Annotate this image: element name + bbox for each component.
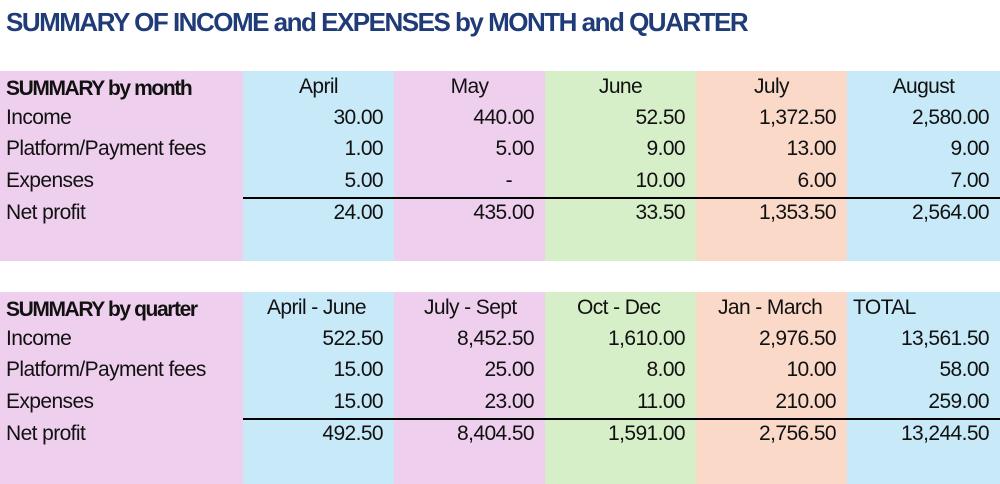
- table-cell: 1.00: [344, 137, 384, 160]
- column-header: Jan - March: [718, 296, 823, 319]
- table-cell: 58.00: [939, 358, 989, 381]
- row-label: Expenses: [6, 169, 94, 192]
- table-cell: 52.50: [635, 106, 685, 129]
- quarterly-summary-table: SUMMARY by quarter April - June July - S…: [0, 292, 1000, 484]
- row-label: Platform/Payment fees: [6, 137, 206, 160]
- column-bg-june: [545, 71, 696, 261]
- table-cell: 5.00: [344, 169, 384, 192]
- table-cell: 7.00: [950, 169, 990, 192]
- table-cell: 259.00: [928, 390, 989, 413]
- table-row: Expenses 15.00 23.00 11.00 210.00 259.00: [0, 386, 1000, 417]
- table-cell: 30.00: [333, 106, 383, 129]
- quarterly-header-label: SUMMARY by quarter: [6, 298, 198, 321]
- row-label: Net profit: [6, 422, 86, 445]
- table-header-row: SUMMARY by month April May June July Aug…: [0, 71, 1000, 102]
- table-cell: 1,610.00: [608, 327, 686, 350]
- table-cell: 492.50: [322, 422, 383, 445]
- column-bg-oct-dec: [545, 292, 696, 484]
- table-cell: 24.00: [333, 201, 383, 224]
- table-cell: 13,244.50: [900, 422, 990, 445]
- table-cell: 8,404.50: [457, 422, 535, 445]
- table-cell: 440.00: [473, 106, 534, 129]
- table-cell: 10.00: [635, 169, 685, 192]
- table-cell: 9.00: [950, 137, 990, 160]
- table-cell: 435.00: [473, 201, 534, 224]
- table-row: Platform/Payment fees 1.00 5.00 9.00 13.…: [0, 133, 1000, 164]
- table-cell: 210.00: [775, 390, 836, 413]
- monthly-header-label: SUMMARY by month: [6, 77, 193, 100]
- table-cell: 9.00: [646, 137, 686, 160]
- column-bg-total: [847, 292, 1000, 484]
- table-cell: 2,564.00: [912, 201, 990, 224]
- table-cell: 10.00: [786, 358, 836, 381]
- table-row: Net profit 492.50 8,404.50 1,591.00 2,75…: [0, 418, 1000, 449]
- table-cell: 13.00: [786, 137, 836, 160]
- table-cell: 15.00: [333, 390, 383, 413]
- monthly-summary-table: SUMMARY by month April May June July Aug…: [0, 71, 1000, 261]
- table-cell: 6.00: [797, 169, 837, 192]
- column-bg-august: [847, 71, 1000, 261]
- column-bg-may: [394, 71, 545, 261]
- column-header: Oct - Dec: [577, 296, 661, 319]
- table-cell: 33.50: [635, 201, 685, 224]
- column-bg-april-june: [243, 292, 394, 484]
- column-header: August: [892, 75, 955, 98]
- table-row: Net profit 24.00 435.00 33.50 1,353.50 2…: [0, 197, 1000, 228]
- table-cell: 1,353.50: [759, 201, 837, 224]
- row-label: Income: [6, 106, 72, 129]
- row-label: Expenses: [6, 390, 94, 413]
- column-header: June: [598, 75, 643, 98]
- table-cell: 1,372.50: [759, 106, 837, 129]
- column-bg-july: [696, 71, 847, 261]
- column-header: May: [450, 75, 489, 98]
- table-cell: -: [505, 169, 513, 192]
- total-divider-line: [243, 197, 1000, 199]
- table-cell: 2,756.50: [759, 422, 837, 445]
- column-bg-labels: [0, 71, 243, 261]
- table-row: Income 522.50 8,452.50 1,610.00 2,976.50…: [0, 323, 1000, 354]
- row-label: Income: [6, 327, 72, 350]
- table-cell: 2,580.00: [912, 106, 990, 129]
- table-row: Income 30.00 440.00 52.50 1,372.50 2,580…: [0, 102, 1000, 133]
- column-header: July: [754, 75, 790, 98]
- column-bg-labels: [0, 292, 243, 484]
- total-divider-line: [243, 418, 1000, 420]
- table-cell: 13,561.50: [900, 327, 990, 350]
- table-cell: 15.00: [333, 358, 383, 381]
- row-label: Net profit: [6, 201, 86, 224]
- sheet-title: SUMMARY OF INCOME and EXPENSES by MONTH …: [6, 7, 749, 37]
- column-header: April - June: [267, 296, 367, 319]
- table-header-row: SUMMARY by quarter April - June July - S…: [0, 292, 1000, 323]
- table-cell: 1,591.00: [608, 422, 686, 445]
- column-bg-jan-march: [696, 292, 847, 484]
- column-header: April: [298, 75, 339, 98]
- column-bg-july-sept: [394, 292, 545, 484]
- table-row: Expenses 5.00 - 10.00 6.00 7.00: [0, 165, 1000, 196]
- column-header: TOTAL: [853, 296, 916, 319]
- table-row: Platform/Payment fees 15.00 25.00 8.00 1…: [0, 354, 1000, 385]
- table-cell: 5.00: [495, 137, 535, 160]
- table-cell: 23.00: [484, 390, 534, 413]
- table-cell: 11.00: [637, 390, 686, 413]
- table-cell: 522.50: [322, 327, 383, 350]
- table-cell: 8,452.50: [457, 327, 535, 350]
- row-label: Platform/Payment fees: [6, 358, 206, 381]
- column-header: July - Sept: [424, 296, 517, 319]
- table-cell: 2,976.50: [759, 327, 837, 350]
- table-cell: 25.00: [484, 358, 534, 381]
- table-cell: 8.00: [646, 358, 686, 381]
- column-bg-april: [243, 71, 394, 261]
